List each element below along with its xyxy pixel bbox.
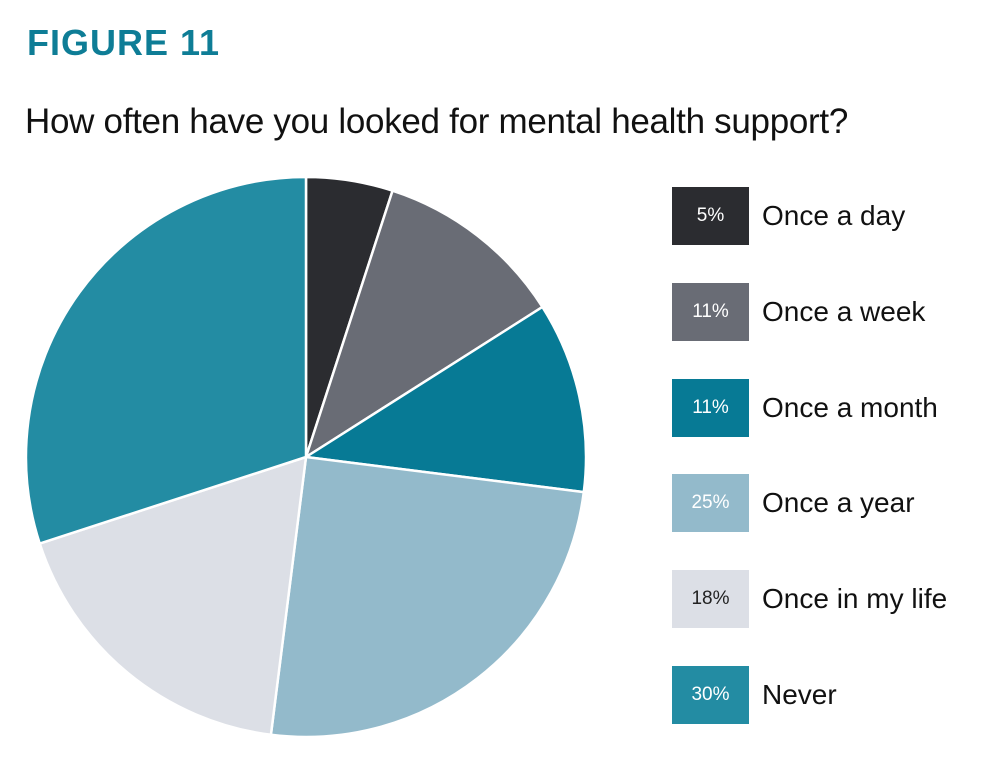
legend-swatch-value: 5% bbox=[672, 187, 749, 245]
legend-label: Never bbox=[762, 679, 837, 710]
pie-chart bbox=[24, 175, 588, 739]
legend-item: 30% Never bbox=[672, 666, 837, 724]
legend-swatch-value: 30% bbox=[672, 666, 749, 724]
legend-swatch-value: 11% bbox=[672, 282, 749, 341]
legend-item: 11% Once a month bbox=[672, 378, 938, 437]
pie-slice-never bbox=[24, 175, 308, 546]
legend-item: 18% Once in my life bbox=[672, 570, 948, 629]
pie-slice-once-a-year bbox=[269, 455, 586, 739]
legend-label: Once a week bbox=[762, 295, 926, 327]
legend-label: Once a month bbox=[762, 391, 938, 423]
legend-label: Once a day bbox=[762, 200, 906, 231]
pie-slice-once-in-my-life bbox=[38, 455, 308, 737]
legend-item: 11% Once a week bbox=[672, 282, 926, 341]
legend-label: Once a year bbox=[762, 487, 915, 519]
pie-slice-once-a-month bbox=[302, 305, 588, 494]
legend-item: 25% Once a year bbox=[672, 474, 915, 533]
legend-swatch-value: 25% bbox=[672, 474, 749, 533]
legend-swatch-value: 11% bbox=[672, 378, 749, 437]
legend-item: 5% Once a day bbox=[672, 187, 905, 245]
chart-title: How often have you looked for mental hea… bbox=[25, 102, 848, 141]
legend-label: Once in my life bbox=[762, 583, 948, 615]
legend-swatch-value: 18% bbox=[672, 570, 749, 629]
pie-slice-once-a-week bbox=[303, 189, 545, 460]
figure-label: FIGURE 11 bbox=[27, 22, 221, 63]
